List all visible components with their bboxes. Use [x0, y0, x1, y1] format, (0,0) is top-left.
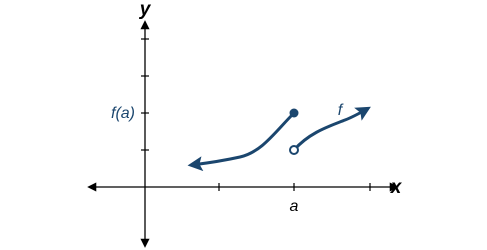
right-branch: [292, 106, 371, 152]
y-label: y: [139, 0, 152, 20]
fa-label: f(a): [111, 105, 135, 122]
x-label: x: [390, 177, 403, 198]
open-dot: [289, 145, 299, 155]
f-label: f: [338, 102, 344, 119]
closed-dot: [289, 108, 299, 118]
ticks: [141, 38, 371, 191]
a-label: a: [290, 198, 299, 215]
left-branch: [187, 111, 296, 172]
